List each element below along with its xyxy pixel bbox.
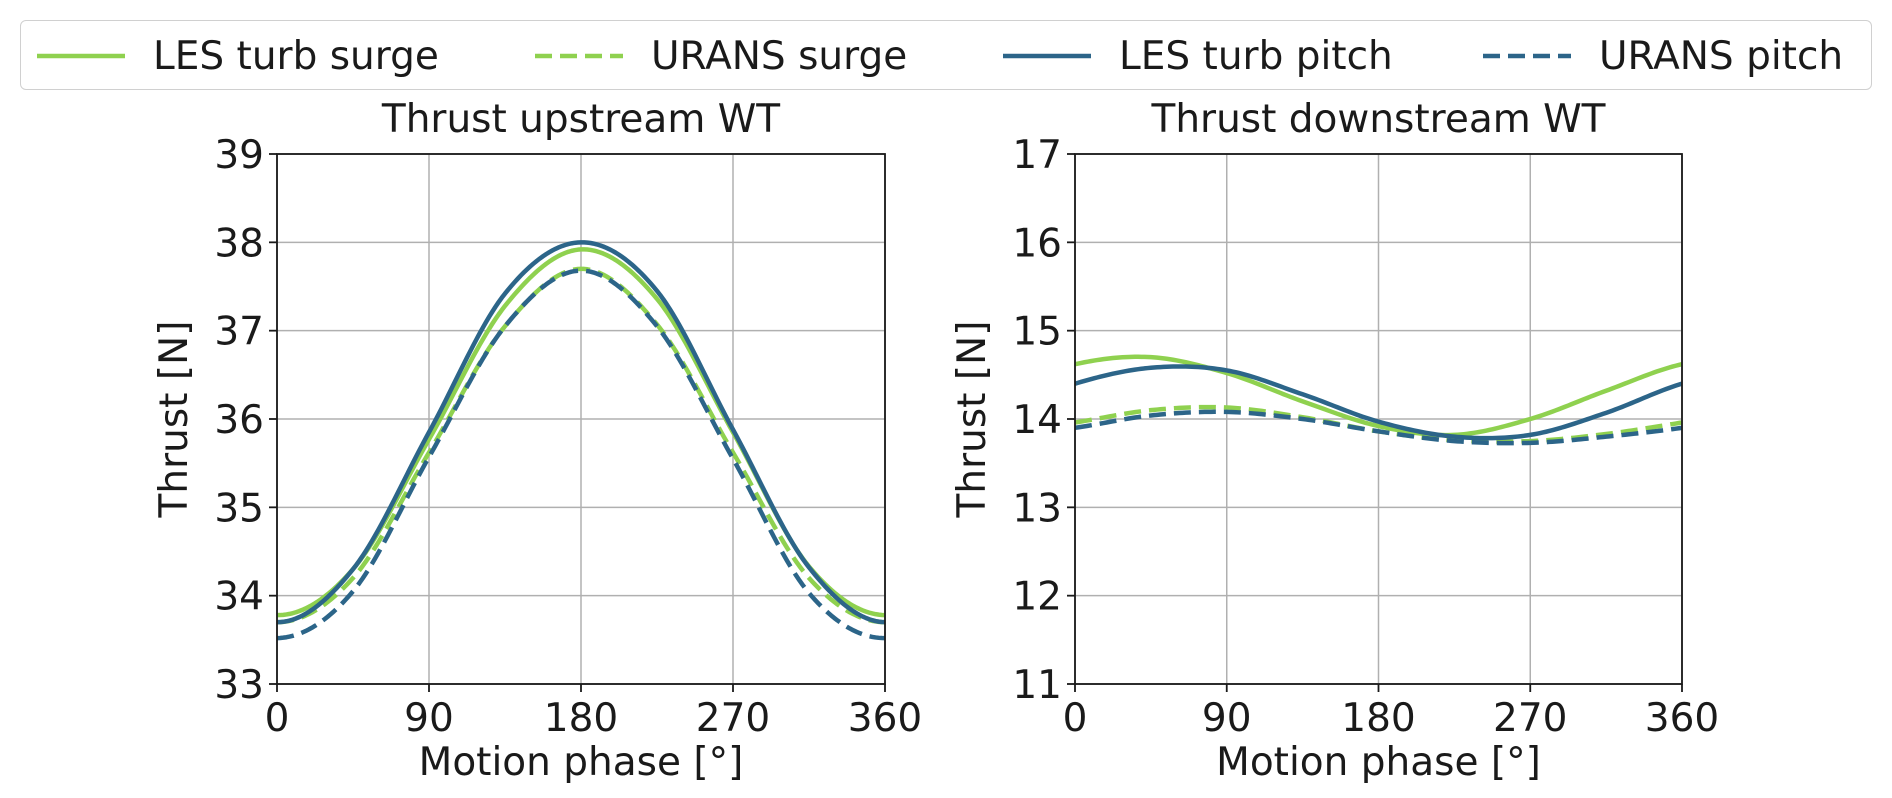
x-tick-label: 0 [265,696,290,741]
x-tick-label: 270 [1493,696,1567,741]
chart-title: Thrust downstream WT [1151,97,1606,142]
legend-entry: LES turb surge [35,21,439,91]
x-tick-label: 0 [1063,696,1088,741]
y-tick-label: 12 [1012,575,1062,620]
series-line-urans-pitch [1075,409,1682,446]
y-axis-label: Thrust [N] [152,321,197,519]
legend-entry: LES turb pitch [1001,21,1393,91]
x-tick-label: 360 [1645,696,1719,741]
x-tick-label: 180 [1341,696,1415,741]
y-tick-label: 16 [1012,221,1062,266]
legend-swatch [37,53,125,59]
x-axis-label: Motion phase [°] [419,740,744,785]
y-tick-label: 11 [1012,663,1062,708]
series-line-urans-surge [277,266,885,625]
y-axis-label: Thrust [N] [950,321,995,519]
x-tick-label: 360 [848,696,922,741]
legend-entry: URANS surge [533,21,907,91]
y-tick-label: 34 [214,575,264,620]
legend-label: URANS pitch [1599,33,1844,79]
legend-entry: URANS pitch [1481,21,1843,91]
y-tick-label: 37 [214,310,264,355]
legend-label: URANS surge [651,33,908,79]
legend-label: LES turb pitch [1119,33,1393,79]
legend-swatch [535,53,623,59]
y-tick-label: 33 [214,663,264,708]
x-tick-label: 90 [1202,696,1252,741]
chart-downstream: 0 90 180 270 360 11 12 13 14 15 16 17 Thrust downstr… [950,97,1719,785]
legend-label: LES turb surge [153,33,439,79]
chart-upstream: 0 90 180 270 360 33 34 35 36 37 38 39 Thrust upstrea… [152,97,922,785]
y-tick-label: 17 [1012,133,1062,178]
series-line-les-turb-surge [1075,354,1682,438]
legend: LES turb surge URANS surge LES turb pitch U… [20,20,1872,90]
y-tick-label: 14 [1012,398,1062,443]
y-tick-label: 15 [1012,310,1062,355]
legend-swatch [1483,53,1571,59]
chart-title: Thrust upstream WT [381,97,780,142]
y-tick-label: 38 [214,221,264,266]
x-tick-label: 270 [696,696,770,741]
x-tick-label: 90 [404,696,454,741]
x-tick-label: 180 [544,696,618,741]
legend-swatch [1003,53,1091,59]
y-tick-label: 35 [214,486,264,531]
y-tick-label: 13 [1012,486,1062,531]
series-line-les-turb-pitch [1075,364,1682,441]
series-line-urans-pitch [277,268,885,641]
y-tick-label: 39 [214,133,264,178]
series-line-les-turb-pitch [277,240,885,625]
x-axis-label: Motion phase [°] [1216,740,1541,785]
y-tick-label: 36 [214,398,264,443]
